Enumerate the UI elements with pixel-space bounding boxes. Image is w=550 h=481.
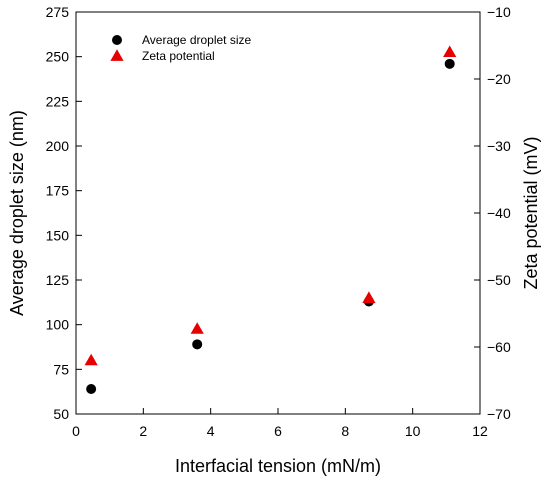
x-tick-label: 8 xyxy=(341,423,349,439)
y2-tick-label: −70 xyxy=(487,406,511,422)
y-axis-left: 50 75 100 125 150 175 200 225 250 275 xyxy=(46,4,82,422)
y-tick-label: 125 xyxy=(46,272,70,288)
y-tick-label: 100 xyxy=(46,317,70,333)
y2-tick-label: −20 xyxy=(487,71,511,87)
x-tick-label: 10 xyxy=(405,423,421,439)
x-axis-title: Interfacial tension (mN/m) xyxy=(175,456,381,476)
legend: Average droplet size Zeta potential xyxy=(110,33,252,63)
y2-tick-label: −40 xyxy=(487,205,511,221)
y-tick-label: 50 xyxy=(53,406,69,422)
x-tick-label: 2 xyxy=(139,423,147,439)
zeta-potential-point xyxy=(190,322,204,334)
legend-label: Average droplet size xyxy=(142,33,252,47)
legend-circle-marker xyxy=(112,35,122,45)
x-tick-label: 4 xyxy=(207,423,215,439)
y-tick-label: 175 xyxy=(46,183,70,199)
y-tick-label: 200 xyxy=(46,138,70,154)
y-tick-label: 225 xyxy=(46,93,70,109)
legend-triangle-marker xyxy=(110,49,124,61)
zeta-potential-point xyxy=(84,353,98,366)
y2-tick-label: −60 xyxy=(487,339,511,355)
droplet-size-point xyxy=(86,383,97,394)
y-tick-label: 250 xyxy=(46,49,70,65)
y-tick-label: 150 xyxy=(46,227,70,243)
legend-label: Zeta potential xyxy=(142,49,215,63)
y2-tick-label: −50 xyxy=(487,272,511,288)
data-marks xyxy=(84,45,457,394)
x-tick-label: 12 xyxy=(472,423,488,439)
y-axis-title: Average droplet size (nm) xyxy=(7,110,27,316)
plot-frame xyxy=(75,11,481,415)
y-tick-label: 275 xyxy=(46,4,70,20)
x-tick-label: 0 xyxy=(72,423,80,439)
y-axis-right: −70 −60 −50 −40 −30 −20 −10 xyxy=(474,4,511,422)
y-tick-label: 75 xyxy=(53,361,69,377)
droplet-size-point xyxy=(444,58,455,69)
x-tick-label: 6 xyxy=(274,423,282,439)
y2-tick-label: −30 xyxy=(487,138,511,154)
y2-axis-title: Zeta potential (mV) xyxy=(521,136,541,289)
x-axis: 0 2 4 6 8 10 12 xyxy=(72,408,488,439)
zeta-potential-point xyxy=(443,45,457,58)
zeta-potential-point xyxy=(362,291,376,303)
y2-tick-label: −10 xyxy=(487,4,511,20)
droplet-size-point xyxy=(192,339,203,350)
